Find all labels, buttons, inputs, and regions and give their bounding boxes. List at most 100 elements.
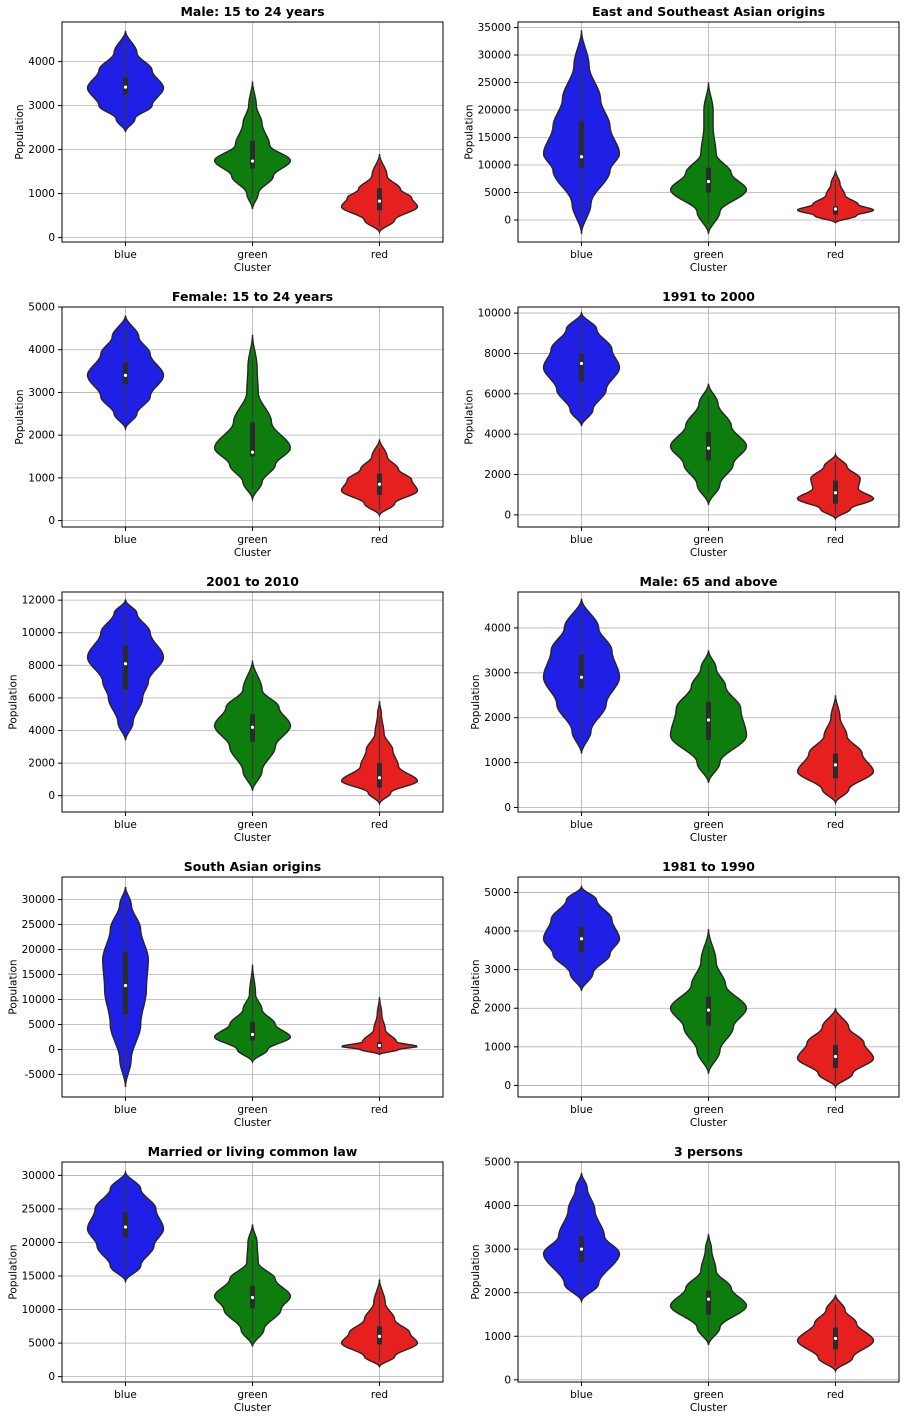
y-tick-label: 5000 <box>28 1019 55 1031</box>
y-tick-label: 0 <box>504 802 511 814</box>
x-axis-label: Cluster <box>234 1402 272 1414</box>
chart-panel: -5000 0 5000 10000 15000 20000 25000 30000 blue g… <box>8 859 444 1129</box>
chart-title: East and Southeast Asian origins <box>592 4 825 19</box>
x-tick-label: green <box>693 1389 723 1401</box>
y-tick-label: 3000 <box>28 387 55 399</box>
x-axis-label: Cluster <box>234 832 272 844</box>
y-axis-label: Population <box>8 1244 20 1299</box>
violin-iqr-box <box>123 952 128 1015</box>
violin-median <box>123 662 128 666</box>
violin-iqr-box <box>123 645 128 690</box>
x-tick-label: red <box>827 1389 844 1401</box>
violin-median <box>706 179 711 184</box>
x-tick-label: green <box>693 249 723 261</box>
y-tick-label: 6000 <box>28 692 55 704</box>
y-tick-label: 8000 <box>484 348 511 360</box>
violin-median <box>123 1225 128 1229</box>
x-tick-label: blue <box>114 1389 137 1401</box>
y-tick-label: 5000 <box>484 187 511 199</box>
y-tick-label: 8000 <box>28 660 55 672</box>
y-tick-label: 20000 <box>22 944 55 956</box>
x-tick-label: blue <box>114 819 137 831</box>
y-tick-label: 4000 <box>484 622 511 634</box>
violin-median <box>833 1054 838 1059</box>
violin-iqr-box <box>579 353 584 382</box>
violin-iqr-box <box>250 140 255 169</box>
violin-median <box>579 1247 584 1251</box>
x-tick-label: red <box>371 249 388 261</box>
violin-median <box>706 446 711 450</box>
violin-median <box>833 207 838 211</box>
y-tick-label: 0 <box>504 1374 511 1386</box>
x-axis-label: Cluster <box>690 547 728 559</box>
x-axis-label: Cluster <box>690 832 728 844</box>
y-tick-label: 30000 <box>478 50 511 62</box>
x-tick-label: red <box>371 534 388 546</box>
y-tick-label: 4000 <box>484 1200 511 1212</box>
x-tick-label: blue <box>114 534 137 546</box>
y-tick-label: 25000 <box>22 1203 55 1215</box>
x-axis-label: Cluster <box>690 1402 728 1414</box>
violin-median <box>250 1032 255 1037</box>
violin-median <box>377 776 382 780</box>
x-tick-label: blue <box>114 1104 137 1116</box>
chart-title: 1991 to 2000 <box>662 289 755 304</box>
y-tick-label: 2000 <box>28 430 55 442</box>
y-tick-label: 0 <box>48 790 55 802</box>
x-tick-label: green <box>693 534 723 546</box>
violin-iqr-box <box>377 763 382 788</box>
x-tick-label: red <box>827 249 844 261</box>
y-tick-label: 3000 <box>484 1244 511 1256</box>
violin-median <box>706 718 711 722</box>
y-tick-label: 2000 <box>484 712 511 724</box>
violin-median <box>250 1295 255 1300</box>
violin-median <box>706 1008 711 1012</box>
chart-panel: 0 1000 2000 3000 4000 5000 blue green red 1981 to… <box>470 859 900 1129</box>
y-tick-label: 35000 <box>478 22 511 34</box>
x-tick-label: red <box>371 1104 388 1116</box>
violin-median <box>123 85 128 89</box>
violin-median <box>579 155 584 159</box>
y-tick-label: 4000 <box>484 926 511 938</box>
violin-median <box>123 373 128 377</box>
y-tick-label: 5000 <box>28 1338 55 1350</box>
y-axis-label: Population <box>8 674 20 729</box>
y-tick-label: 2000 <box>484 469 511 481</box>
y-tick-label: 4000 <box>484 429 511 441</box>
chart-title: 3 persons <box>674 1144 743 1159</box>
violin-median <box>579 937 584 941</box>
chart-title: Female: 15 to 24 years <box>172 289 333 304</box>
violin-iqr-box <box>123 362 128 384</box>
chart-title: 2001 to 2010 <box>206 574 299 589</box>
violin-median <box>377 199 382 203</box>
y-axis-label: Population <box>8 959 20 1014</box>
y-tick-label: 2000 <box>484 1287 511 1299</box>
y-tick-label: 6000 <box>484 388 511 400</box>
y-tick-label: 3000 <box>484 964 511 976</box>
x-tick-label: green <box>237 1104 267 1116</box>
y-tick-label: 2000 <box>28 758 55 770</box>
y-tick-label: 1000 <box>484 757 511 769</box>
chart-panel: 0 1000 2000 3000 4000 5000 blue green red Female:… <box>14 289 444 559</box>
violin-median <box>250 725 255 729</box>
violin-median <box>377 1334 382 1338</box>
y-tick-label: 4000 <box>28 344 55 356</box>
y-tick-label: 5000 <box>28 302 55 314</box>
x-axis-label: Cluster <box>690 1117 728 1129</box>
violin-median <box>833 491 838 495</box>
violin-median <box>579 361 584 366</box>
y-tick-label: 1000 <box>484 1041 511 1053</box>
y-tick-label: 0 <box>48 1044 55 1056</box>
chart-title: Male: 15 to 24 years <box>180 4 324 19</box>
y-tick-label: 15000 <box>22 969 55 981</box>
y-tick-label: 5000 <box>484 887 511 899</box>
y-tick-label: 2000 <box>484 1003 511 1015</box>
y-axis-label: Population <box>14 104 26 159</box>
y-tick-label: 1000 <box>484 1331 511 1343</box>
chart-title: Male: 65 and above <box>640 574 778 589</box>
y-tick-label: -5000 <box>24 1069 55 1081</box>
x-tick-label: green <box>237 534 267 546</box>
y-tick-label: 2000 <box>28 144 55 156</box>
y-tick-label: 4000 <box>28 56 55 68</box>
x-tick-label: red <box>827 819 844 831</box>
